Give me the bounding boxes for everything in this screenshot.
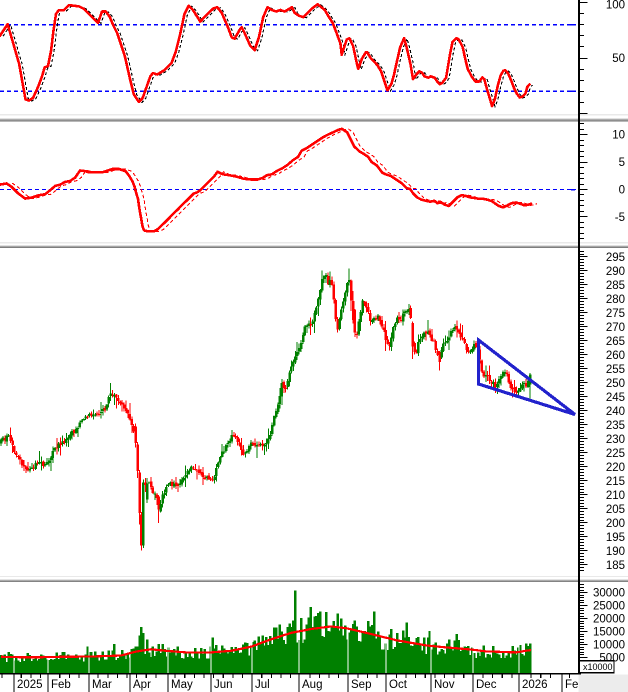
svg-text:295: 295 — [606, 252, 625, 264]
svg-text:Jun: Jun — [214, 679, 233, 691]
svg-text:100: 100 — [606, 0, 625, 12]
svg-text:10000: 10000 — [593, 640, 625, 652]
svg-text:200: 200 — [606, 518, 625, 530]
svg-text:230: 230 — [606, 434, 625, 446]
svg-text:205: 205 — [606, 504, 625, 516]
svg-text:-5: -5 — [615, 212, 625, 224]
svg-text:Aug: Aug — [302, 679, 322, 691]
svg-text:Dec: Dec — [476, 679, 497, 691]
svg-text:30000: 30000 — [593, 588, 625, 600]
svg-text:Oct: Oct — [389, 679, 408, 691]
svg-text:215: 215 — [606, 476, 625, 488]
svg-text:May: May — [171, 679, 193, 691]
svg-text:270: 270 — [606, 322, 625, 334]
svg-text:225: 225 — [606, 448, 625, 460]
svg-text:280: 280 — [606, 294, 625, 306]
svg-text:185: 185 — [606, 560, 625, 572]
svg-text:195: 195 — [606, 532, 625, 544]
svg-text:240: 240 — [606, 406, 625, 418]
svg-text:25000: 25000 — [593, 601, 625, 613]
svg-text:245: 245 — [606, 392, 625, 404]
svg-text:190: 190 — [606, 546, 625, 558]
svg-text:Jul: Jul — [255, 679, 270, 691]
svg-text:285: 285 — [606, 280, 625, 292]
svg-text:250: 250 — [606, 378, 625, 390]
svg-text:2025: 2025 — [17, 679, 43, 691]
svg-text:265: 265 — [606, 336, 625, 348]
svg-text:220: 220 — [606, 462, 625, 474]
svg-text:20000: 20000 — [593, 614, 625, 626]
svg-text:290: 290 — [606, 266, 625, 278]
svg-text:50: 50 — [612, 53, 625, 65]
svg-text:Apr: Apr — [133, 679, 151, 691]
svg-text:Mar: Mar — [92, 679, 112, 691]
svg-text:5: 5 — [619, 157, 625, 169]
svg-text:210: 210 — [606, 490, 625, 502]
svg-text:x10000: x10000 — [583, 662, 613, 672]
svg-text:275: 275 — [606, 308, 625, 320]
svg-text:255: 255 — [606, 364, 625, 376]
svg-text:260: 260 — [606, 350, 625, 362]
svg-text:15000: 15000 — [593, 627, 625, 639]
svg-text:235: 235 — [606, 420, 625, 432]
svg-text:Nov: Nov — [434, 679, 455, 691]
svg-text:0: 0 — [619, 185, 625, 197]
svg-text:Feb: Feb — [51, 679, 71, 691]
svg-text:2026: 2026 — [522, 679, 548, 691]
svg-text:Sep: Sep — [351, 679, 371, 691]
svg-text:10: 10 — [612, 130, 625, 142]
